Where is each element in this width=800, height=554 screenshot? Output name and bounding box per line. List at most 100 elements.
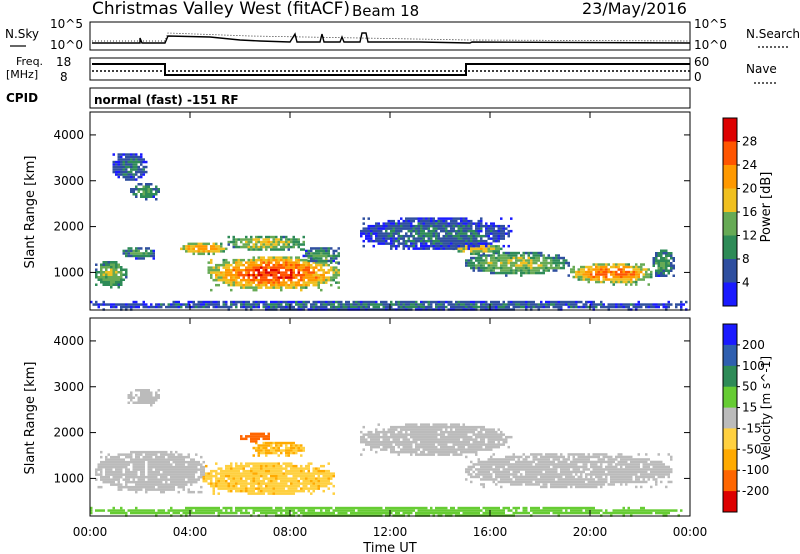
power-colorbar-tick-5: 8 (742, 252, 750, 266)
power-region-8 (465, 251, 570, 277)
time-tick-4: 16:00 (473, 525, 508, 539)
nsky-tick-bottom: 10^0 (50, 38, 83, 52)
velocity-colorbar-swatch-8 (723, 491, 737, 513)
velocity-region-6 (360, 423, 513, 456)
freq-tick-top: 18 (56, 55, 71, 69)
power-panel: 1000 2000 3000 4000 Slant Range [km] 28 24 20… (23, 111, 774, 311)
date-label: 23/May/2016 (582, 0, 687, 18)
velocity-colorbar-swatch-5 (723, 428, 737, 450)
power-y-axis-label: Slant Range [km] (23, 156, 38, 269)
cpid-label: CPID (6, 91, 38, 105)
power-colorbar: 28 24 20 16 12 8 4 (722, 117, 757, 307)
velocity-region-2 (240, 432, 270, 443)
velocity-colorbar-tick-7: -200 (742, 484, 769, 498)
time-axis: 00:00 04:00 08:00 12:00 16:00 20:00 00:00 (73, 525, 708, 539)
freq-label-1: Freq. (16, 55, 43, 68)
cpid-value: normal (fast) -151 RF (94, 93, 239, 107)
power-y-tick-0: 1000 (53, 265, 84, 279)
power-region-9 (570, 263, 653, 286)
velocity-y-tick-0: 1000 (53, 471, 84, 485)
nave-label: Nave (746, 62, 777, 76)
power-region-2 (227, 235, 305, 251)
velocity-colorbar-swatch-3 (723, 386, 737, 409)
power-region-5 (122, 247, 155, 260)
velocity-colorbar-tick-2: 50 (742, 380, 757, 394)
nsky-tick-top: 10^5 (50, 17, 83, 31)
freq-trace (92, 63, 690, 76)
power-colorbar-tick-4: 12 (742, 229, 757, 243)
velocity-colorbar: 200 100 50 15 -15 -50 -100 -200 (722, 323, 769, 513)
power-colorbar-swatch-0 (723, 118, 737, 142)
power-colorbar-tick-6: 4 (742, 276, 750, 290)
time-tick-5: 20:00 (573, 525, 608, 539)
velocity-colorbar-tick-3: 15 (742, 401, 757, 415)
velocity-colorbar-swatch-4 (723, 407, 737, 429)
power-colorbar-swatch-1 (723, 141, 737, 166)
velocity-colorbar-swatch-0 (723, 324, 737, 346)
velocity-y-tick-1: 2000 (53, 426, 84, 440)
power-region-12 (360, 217, 513, 250)
velocity-y-tick-2: 3000 (53, 380, 84, 394)
velocity-colorbar-swatch-2 (723, 365, 737, 388)
nsearch-tick-top: 10^5 (694, 17, 727, 31)
nave-tick-bottom: 0 (694, 70, 702, 84)
velocity-colorbar-tick-6: -100 (742, 463, 769, 477)
power-colorbar-swatch-7 (723, 282, 737, 307)
power-region-4 (95, 261, 128, 289)
velocity-colorbar-label: Velocity [m s^-1] (759, 356, 773, 460)
power-region-1 (180, 242, 228, 256)
velocity-region-3 (95, 450, 205, 494)
power-colorbar-swatch-5 (723, 235, 737, 260)
power-y-tick-3: 4000 (53, 128, 84, 142)
velocity-colorbar-swatch-7 (723, 470, 737, 492)
velocity-colorbar-tick-5: -50 (742, 442, 762, 456)
freq-panel: Freq. [MHz] 18 8 60 0 Nave (6, 55, 778, 84)
power-heatmap (90, 153, 688, 311)
nsearch-tick-bottom: 10^0 (694, 38, 727, 52)
power-colorbar-tick-2: 20 (742, 182, 757, 196)
velocity-colorbar-tick-0: 200 (742, 338, 765, 352)
nsky-trace (92, 32, 691, 44)
power-region-0 (207, 256, 340, 292)
velocity-y-axis-label: Slant Range [km] (23, 362, 38, 475)
power-colorbar-swatch-6 (723, 259, 737, 283)
power-y-tick-2: 3000 (53, 174, 84, 188)
velocity-region-0 (202, 462, 335, 495)
velocity-panel: 1000 2000 3000 4000 Slant Range [km] 200 100… (23, 317, 773, 517)
power-colorbar-swatch-3 (723, 188, 737, 213)
time-tick-2: 08:00 (273, 525, 308, 539)
nsearch-label: N.Search (746, 27, 800, 41)
velocity-colorbar-tick-4: -15 (742, 421, 762, 435)
beam-label: Beam 18 (352, 2, 419, 20)
velocity-colorbar-tick-1: 100 (742, 359, 765, 373)
power-colorbar-swatch-2 (723, 165, 737, 189)
velocity-region-5 (465, 453, 673, 489)
nsky-panel: N.Sky 10^5 10^0 10^5 10^0 N.Search (5, 17, 800, 52)
power-colorbar-tick-3: 16 (742, 205, 757, 219)
figure-title: Christmas Valley West (fitACF) (92, 0, 350, 19)
power-colorbar-tick-1: 24 (742, 158, 757, 172)
nave-tick-top: 60 (694, 55, 709, 69)
power-region-7 (112, 153, 148, 181)
time-tick-1: 04:00 (173, 525, 208, 539)
velocity-region-1 (252, 441, 305, 457)
time-tick-3: 12:00 (373, 525, 408, 539)
velocity-region-4 (127, 389, 160, 407)
time-tick-6: 00:00 (673, 525, 708, 539)
velocity-colorbar-swatch-1 (723, 344, 737, 367)
power-region-10 (652, 249, 675, 277)
power-colorbar-label: Power [dB] (759, 172, 774, 243)
freq-tick-bottom: 8 (60, 70, 68, 84)
freq-label-2: [MHz] (6, 68, 38, 81)
power-colorbar-tick-0: 28 (742, 135, 757, 149)
time-axis-label: Time UT (362, 541, 416, 554)
velocity-colorbar-swatch-6 (723, 449, 737, 471)
power-y-tick-1: 2000 (53, 220, 84, 234)
power-region-6 (130, 183, 160, 201)
velocity-region-7 (90, 506, 683, 517)
nsky-label: N.Sky (5, 27, 39, 41)
time-tick-0: 00:00 (73, 525, 108, 539)
velocity-heatmap (90, 389, 683, 517)
power-colorbar-swatch-4 (723, 212, 737, 236)
